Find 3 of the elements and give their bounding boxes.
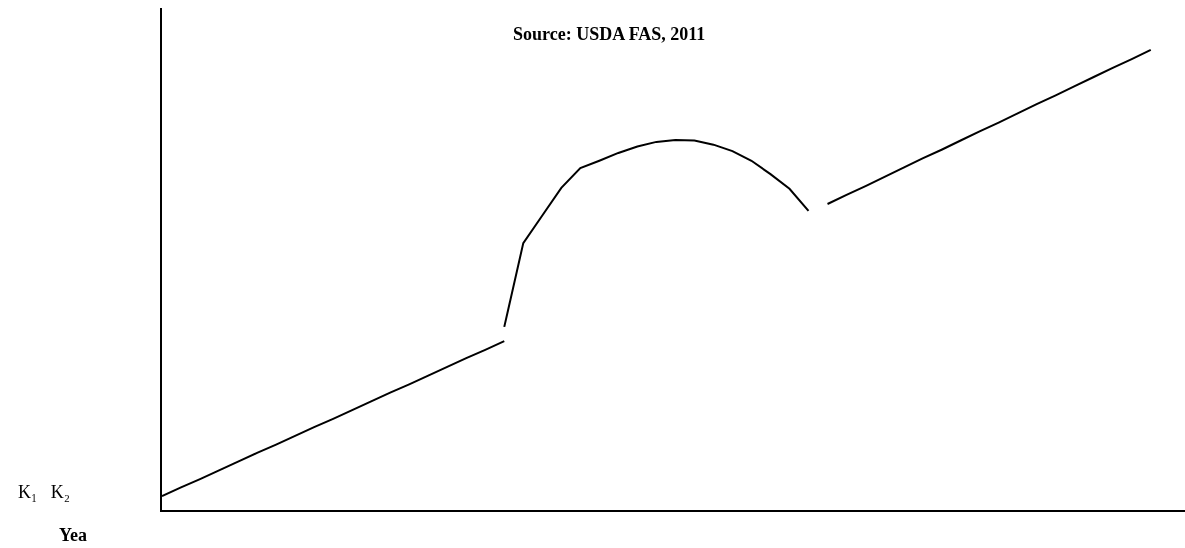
source-note: Source: USDA FAS, 2011 — [513, 24, 706, 44]
x-axis-title: Yea — [59, 525, 87, 545]
text: K₁ K₂ — [18, 482, 71, 502]
